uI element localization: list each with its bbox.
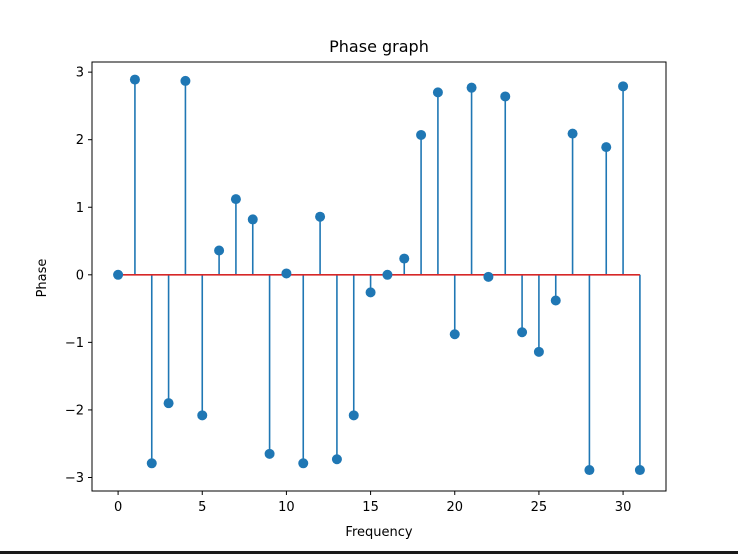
stem-marker-30 — [618, 81, 629, 92]
x-tick-label-4: 20 — [446, 500, 463, 515]
stem-marker-12 — [315, 211, 326, 222]
y-tick-label-1: −2 — [65, 403, 84, 418]
stem-marker-4 — [180, 75, 191, 86]
stem-marker-27 — [567, 128, 578, 139]
stem-marker-9 — [264, 448, 275, 459]
stem-marker-8 — [247, 214, 258, 225]
y-tick-label-6: 3 — [76, 66, 84, 81]
stem-marker-17 — [399, 253, 410, 264]
y-tick-label-3: 0 — [76, 268, 84, 283]
bottom-border — [0, 551, 738, 554]
stem-marker-5 — [197, 410, 208, 421]
stem-marker-26 — [550, 295, 561, 306]
y-tick-label-2: −1 — [65, 336, 84, 351]
stem-marker-23 — [500, 91, 511, 102]
plot-area — [92, 62, 666, 491]
chart-title: Phase graph — [329, 37, 429, 56]
stem-lines — [134, 79, 641, 471]
stem-marker-2 — [146, 458, 157, 469]
stem-marker-24 — [517, 327, 528, 338]
stem-marker-29 — [601, 142, 612, 153]
x-tick-label-5: 25 — [531, 500, 548, 515]
x-axis-label: Frequency — [345, 525, 412, 540]
x-tick-label-1: 5 — [198, 500, 206, 515]
stem-marker-15 — [365, 287, 376, 298]
stem-marker-16 — [382, 269, 393, 280]
stem-marker-28 — [584, 465, 595, 476]
x-tick-label-6: 30 — [615, 500, 632, 515]
x-axis-ticks: 0 5 10 15 20 25 30 — [114, 491, 631, 515]
stem-marker-0 — [113, 269, 124, 280]
x-tick-label-3: 15 — [362, 500, 379, 515]
y-tick-label-5: 2 — [76, 133, 84, 148]
stem-marker-31 — [634, 465, 645, 476]
stem-marker-21 — [466, 82, 477, 93]
plot-frame — [91, 61, 667, 492]
stem-marker-7 — [230, 194, 241, 205]
y-tick-label-0: −3 — [65, 471, 84, 486]
stem-marker-11 — [298, 458, 309, 469]
stem-marker-14 — [348, 410, 359, 421]
stem-markers — [113, 74, 645, 476]
y-tick-label-4: 1 — [76, 201, 84, 216]
x-tick-label-2: 10 — [278, 500, 295, 515]
stem-marker-10 — [281, 268, 292, 279]
stem-marker-6 — [214, 245, 225, 256]
stem-marker-1 — [129, 74, 140, 85]
stem-marker-19 — [432, 87, 443, 98]
y-axis-ticks: −3 −2 −1 0 1 2 3 — [65, 66, 92, 486]
x-tick-label-0: 0 — [114, 500, 122, 515]
stem-marker-18 — [416, 129, 427, 140]
stem-marker-25 — [533, 346, 544, 357]
y-axis-label: Phase — [35, 259, 50, 298]
stem-marker-3 — [163, 398, 174, 409]
stem-marker-20 — [449, 329, 460, 340]
stem-marker-22 — [483, 271, 494, 282]
stem-marker-13 — [331, 454, 342, 465]
